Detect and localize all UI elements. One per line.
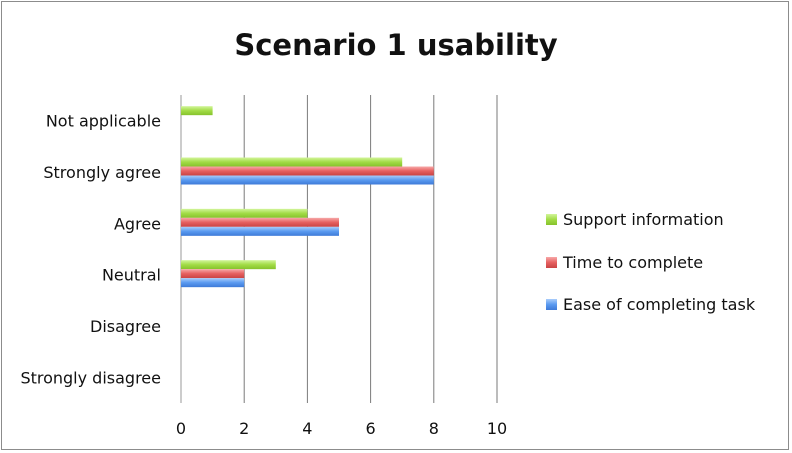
tick-label-10: 10 — [487, 419, 507, 438]
bar-time-to-complete-strongly-agree — [181, 166, 434, 176]
chart-title: Scenario 1 usability — [234, 28, 558, 62]
bar-time-to-complete-neutral — [181, 269, 245, 279]
legend: Support information Time to complete Ease … — [546, 210, 756, 314]
category-labels: Strongly disagree Disagree Neutral Agree Str… — [20, 112, 161, 388]
legend-label-support-information: Support information — [563, 210, 724, 229]
tick-label-8: 8 — [429, 419, 439, 438]
legend-swatch-support-information — [546, 214, 557, 225]
bar-support-information-neutral — [181, 260, 276, 270]
bar-support-information-not-applicable — [181, 106, 213, 116]
category-label-disagree: Disagree — [90, 317, 161, 336]
bars — [181, 106, 434, 288]
legend-swatch-time-to-complete — [546, 257, 557, 268]
tick-label-6: 6 — [366, 419, 376, 438]
bar-ease-of-completing-task-agree — [181, 226, 339, 236]
bar-support-information-strongly-agree — [181, 157, 403, 167]
gridlines — [180, 95, 498, 403]
category-label-not-applicable: Not applicable — [46, 112, 161, 131]
tick-label-0: 0 — [176, 419, 186, 438]
legend-swatch-ease-of-completing-task — [546, 299, 557, 310]
bar-ease-of-completing-task-strongly-agree — [181, 175, 434, 185]
bar-time-to-complete-agree — [181, 217, 339, 227]
tick-label-4: 4 — [302, 419, 312, 438]
category-label-agree: Agree — [114, 214, 161, 233]
legend-label-ease-of-completing-task: Ease of completing task — [563, 295, 756, 314]
legend-label-time-to-complete: Time to complete — [562, 253, 703, 272]
category-label-strongly-agree: Strongly agree — [43, 163, 161, 182]
bar-ease-of-completing-task-neutral — [181, 278, 245, 288]
bar-support-information-agree — [181, 208, 308, 218]
category-label-neutral: Neutral — [102, 266, 161, 285]
category-label-strongly-disagree: Strongly disagree — [20, 368, 161, 387]
tick-labels: 0 2 4 6 8 10 — [176, 419, 507, 438]
tick-label-2: 2 — [239, 419, 249, 438]
